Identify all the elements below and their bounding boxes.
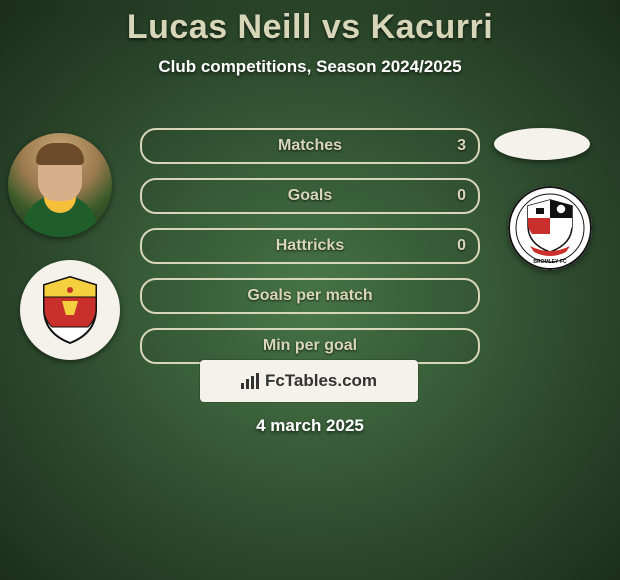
stat-label: Goals [288,187,332,205]
stat-value-right: 3 [457,137,466,155]
player1-avatar [8,133,112,237]
bar-chart-icon [241,373,261,389]
stat-row-goals: Goals 0 [140,178,480,214]
player1-name: Lucas Neill [127,8,312,46]
stat-label: Goals per match [247,287,372,305]
player2-name: Kacurri [371,8,494,46]
player1-club-badge [20,260,120,360]
stat-row-min-per-goal: Min per goal [140,328,480,364]
stat-label: Min per goal [263,337,357,355]
player2-avatar-placeholder [494,128,590,160]
subtitle: Club competitions, Season 2024/2025 [0,57,620,77]
stat-row-matches: Matches 3 [140,128,480,164]
brand-text: FcTables.com [265,371,377,391]
avatar-hair [36,143,84,165]
comparison-date: 4 march 2025 [0,416,620,436]
vs-separator: vs [322,8,361,46]
player2-club-badge: BROMLEY·FC [508,186,592,270]
comparison-title: Lucas Neill vs Kacurri [0,8,620,47]
stat-value-right: 0 [457,187,466,205]
brand-watermark: FcTables.com [200,360,418,402]
stats-container: Matches 3 Goals 0 Hattricks 0 Goals per … [140,128,480,378]
stat-label: Matches [278,137,342,155]
stat-row-goals-per-match: Goals per match [140,278,480,314]
stat-row-hattricks: Hattricks 0 [140,228,480,264]
club-crest-icon: BROMLEY·FC [508,186,592,270]
stat-label: Hattricks [276,237,344,255]
svg-text:BROMLEY·FC: BROMLEY·FC [533,259,567,265]
stat-value-right: 0 [457,237,466,255]
shield-icon [40,275,100,345]
